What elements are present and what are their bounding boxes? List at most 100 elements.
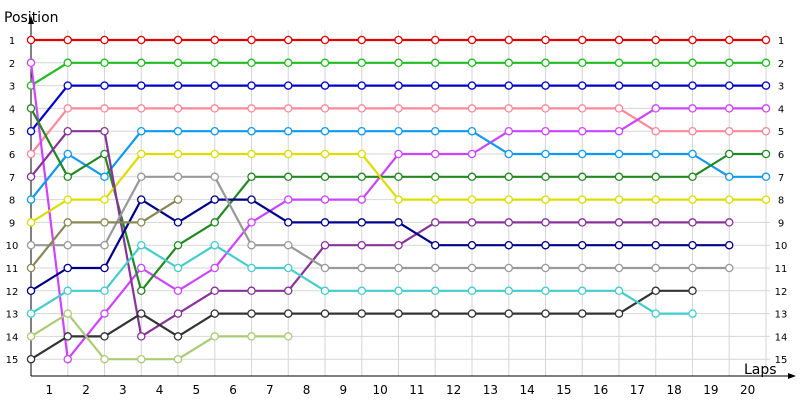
data-point [283, 263, 293, 273]
data-point [210, 172, 219, 182]
data-point [394, 104, 403, 113]
x-tick-label: 5 [193, 383, 201, 397]
data-point [725, 218, 734, 227]
x-tick-label: 17 [630, 383, 645, 397]
data-point [357, 286, 366, 296]
y-tick-label-right: 7 [778, 173, 784, 184]
data-point [63, 81, 73, 90]
data-point [320, 104, 330, 113]
data-point [651, 195, 661, 204]
y-tick-label-right: 3 [778, 82, 784, 93]
y-tick-label-right: 4 [778, 104, 784, 115]
data-point [247, 81, 256, 90]
data-point [688, 263, 697, 273]
data-point [173, 81, 183, 90]
x-tick-label: 10 [372, 383, 387, 397]
data-point [688, 104, 697, 113]
data-point [504, 104, 513, 113]
data-point [26, 286, 36, 296]
data-point [173, 218, 183, 227]
data-point [357, 218, 366, 227]
data-point [614, 104, 624, 113]
data-point [247, 172, 256, 182]
data-point [430, 104, 440, 113]
data-point [578, 218, 587, 227]
data-point [100, 309, 109, 318]
x-tick-label: 13 [483, 383, 498, 397]
data-point [136, 263, 146, 273]
data-point [467, 263, 477, 273]
series-12 [26, 195, 183, 273]
data-point [283, 332, 293, 341]
data-point [761, 58, 771, 68]
data-point [761, 149, 771, 159]
series-line [31, 175, 730, 270]
data-point [651, 218, 661, 227]
y-tick-label-left: 10 [6, 241, 19, 252]
data-point [430, 149, 440, 159]
data-point [541, 195, 550, 204]
data-point [320, 286, 330, 296]
data-point [541, 81, 550, 90]
data-point [210, 286, 219, 296]
data-point [614, 35, 624, 45]
data-point [394, 240, 403, 250]
series-4 [26, 104, 771, 159]
data-point [173, 126, 183, 136]
data-point [136, 149, 146, 159]
data-point [100, 126, 109, 136]
data-point [173, 309, 183, 318]
data-point [467, 35, 477, 45]
series-2 [26, 58, 771, 90]
data-point [247, 309, 256, 318]
data-point [320, 35, 330, 45]
data-point [614, 309, 624, 318]
data-point [63, 172, 73, 182]
data-point [688, 240, 697, 250]
data-point [467, 58, 477, 68]
data-point [467, 195, 477, 204]
data-point [725, 149, 734, 159]
data-point [247, 332, 256, 341]
data-point [578, 126, 587, 136]
data-point [247, 286, 256, 296]
data-point [136, 172, 146, 182]
axes: Position Laps [4, 10, 796, 379]
data-point [26, 309, 36, 318]
data-point [541, 263, 550, 273]
y-tick-label-left: 14 [6, 332, 19, 343]
data-point [688, 126, 697, 136]
data-point [100, 104, 109, 113]
y-tick-label-left: 3 [9, 82, 15, 93]
data-point [688, 218, 697, 227]
series-lines [26, 35, 771, 364]
data-point [357, 309, 366, 318]
x-tick-label: 2 [82, 383, 90, 397]
data-point [63, 126, 73, 136]
data-point [210, 309, 219, 318]
data-point [430, 286, 440, 296]
y-tick-label-right: 8 [778, 196, 784, 207]
y-tick-label-left: 9 [9, 218, 15, 229]
data-point [63, 240, 73, 250]
data-point [430, 309, 440, 318]
data-point [614, 286, 624, 296]
data-point [394, 309, 403, 318]
data-point [357, 263, 366, 273]
data-point [651, 58, 661, 68]
data-point [136, 354, 146, 364]
data-point [173, 263, 183, 273]
data-point [651, 126, 661, 136]
data-point [394, 58, 403, 68]
data-point [614, 263, 624, 273]
data-point [504, 35, 513, 45]
data-point [136, 332, 146, 341]
y-tick-label-left: 6 [9, 150, 15, 161]
data-point [651, 240, 661, 250]
data-point [467, 126, 477, 136]
series-14 [26, 240, 697, 318]
data-point [688, 35, 697, 45]
data-point [394, 263, 403, 273]
